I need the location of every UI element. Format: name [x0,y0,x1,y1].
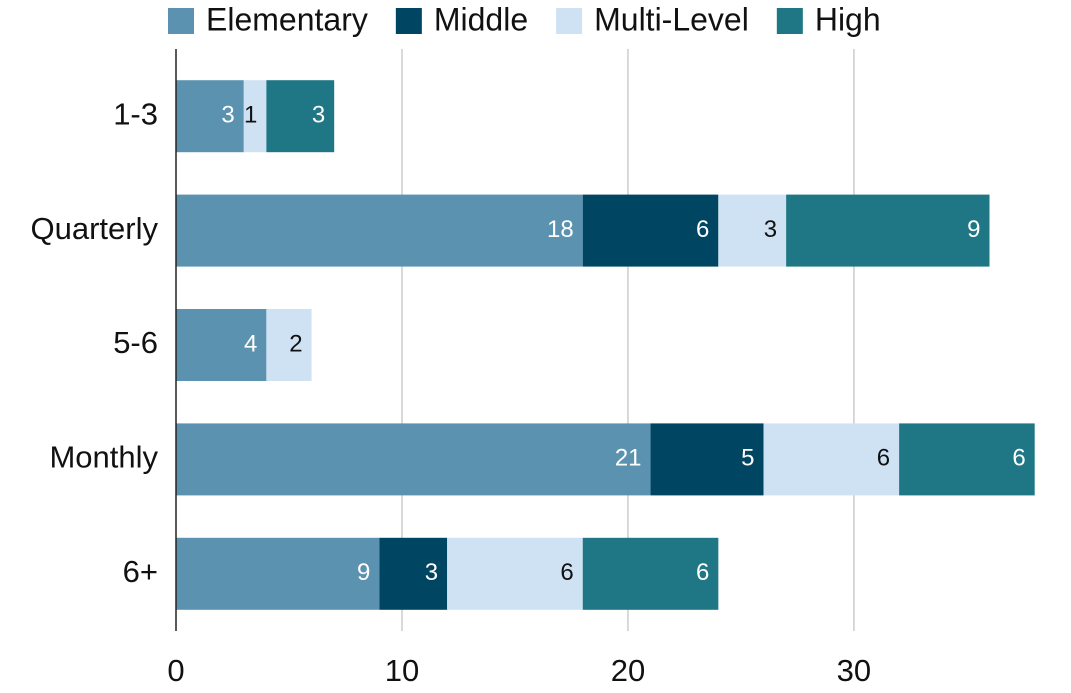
legend-swatch [776,8,803,34]
x-tick-label: 10 [385,653,419,688]
data-label: 6 [696,216,709,243]
y-tick-label: 1-3 [113,96,158,131]
data-label: 4 [244,330,257,357]
bar-segment [718,194,787,267]
bar-segment [447,537,583,610]
bar-segment [582,537,719,610]
data-label: 3 [221,102,234,129]
y-tick-label: 5-6 [113,325,158,360]
data-label: 18 [547,216,574,243]
bar-segment [763,423,900,496]
legend-label: Middle [434,1,528,37]
legend-swatch [395,8,422,34]
data-label: 3 [764,216,777,243]
bar-segment [176,537,380,610]
y-tick-label: Quarterly [31,211,159,246]
y-tick-label: 6+ [123,554,158,589]
data-label: 6 [560,559,573,586]
x-tick-label: 0 [167,653,184,688]
y-tick-label: Monthly [49,440,158,475]
bar-segment [176,423,651,496]
data-label: 2 [289,330,302,357]
bar-segment [243,80,267,153]
data-label: 6 [696,559,709,586]
bar-segment [786,194,990,267]
data-label: 6 [877,445,890,472]
bar-segment [582,194,719,267]
bar-segment [176,309,267,381]
x-tick-label: 30 [837,653,871,688]
data-label: 5 [741,445,754,472]
data-label: 9 [357,559,370,586]
legend-label: High [815,1,881,37]
bar-segment [379,537,448,610]
legend-swatch [556,8,583,34]
bar-segment [176,80,244,153]
data-label: 21 [615,445,642,472]
x-tick-label: 20 [611,653,645,688]
data-label: 3 [425,559,438,586]
bar-segment [266,80,335,153]
data-label: 3 [312,102,325,129]
legend-label: Elementary [206,1,368,37]
data-label: 6 [1012,445,1025,472]
data-label: 9 [967,216,980,243]
legend-label: Multi-Level [594,1,749,37]
bar-segment [899,423,1035,496]
legend-swatch [168,8,194,34]
data-label: 1 [244,102,257,129]
bar-segment [266,309,312,381]
bar-segment [650,423,764,496]
bar-segment [176,194,583,267]
